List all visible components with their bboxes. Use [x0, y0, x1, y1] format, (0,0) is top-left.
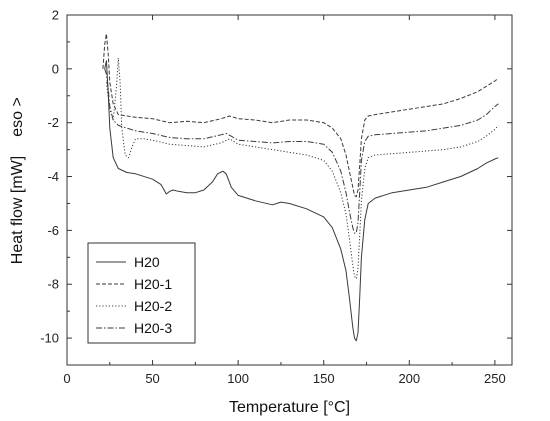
legend-label: H20-3	[134, 320, 172, 336]
y-axis-label: Heat flow [mW]	[9, 156, 26, 264]
y-tick-label: -8	[47, 277, 59, 292]
legend-label: H20-2	[134, 298, 172, 314]
x-tick-label: 150	[313, 371, 335, 386]
legend-label: H20	[134, 254, 160, 270]
series-line-h20-3	[104, 68, 499, 234]
y-tick-label: -10	[40, 331, 59, 346]
x-tick-label: 200	[398, 371, 420, 386]
x-tick-label: 100	[227, 371, 249, 386]
legend-box	[87, 242, 196, 344]
series-line-h20-2	[105, 57, 499, 280]
series-line-h20	[104, 60, 499, 342]
series-line-h20-1	[102, 33, 499, 198]
x-tick-label: 250	[484, 371, 506, 386]
y-tick-label: 0	[52, 61, 59, 76]
legend: H20 H20-1 H20-2 H20-3	[87, 242, 196, 344]
legend-label: H20-1	[134, 276, 172, 292]
y-tick-label: 2	[52, 8, 59, 23]
y-tick-label: -4	[47, 169, 59, 184]
y-tick-label: -6	[47, 223, 59, 238]
plot-frame	[66, 14, 513, 366]
x-tick-label: 0	[63, 371, 70, 386]
x-axis-label: Temperature [°C]	[229, 399, 350, 416]
exo-direction-annotation: eso >	[9, 97, 26, 137]
y-tick-label: -2	[47, 115, 59, 130]
plot-lines	[102, 33, 499, 342]
x-tick-label: 50	[145, 371, 159, 386]
axis-ticks: 0 50 100 150 200 250 2 0 -2 -4 -6 -8 -10	[40, 8, 512, 386]
